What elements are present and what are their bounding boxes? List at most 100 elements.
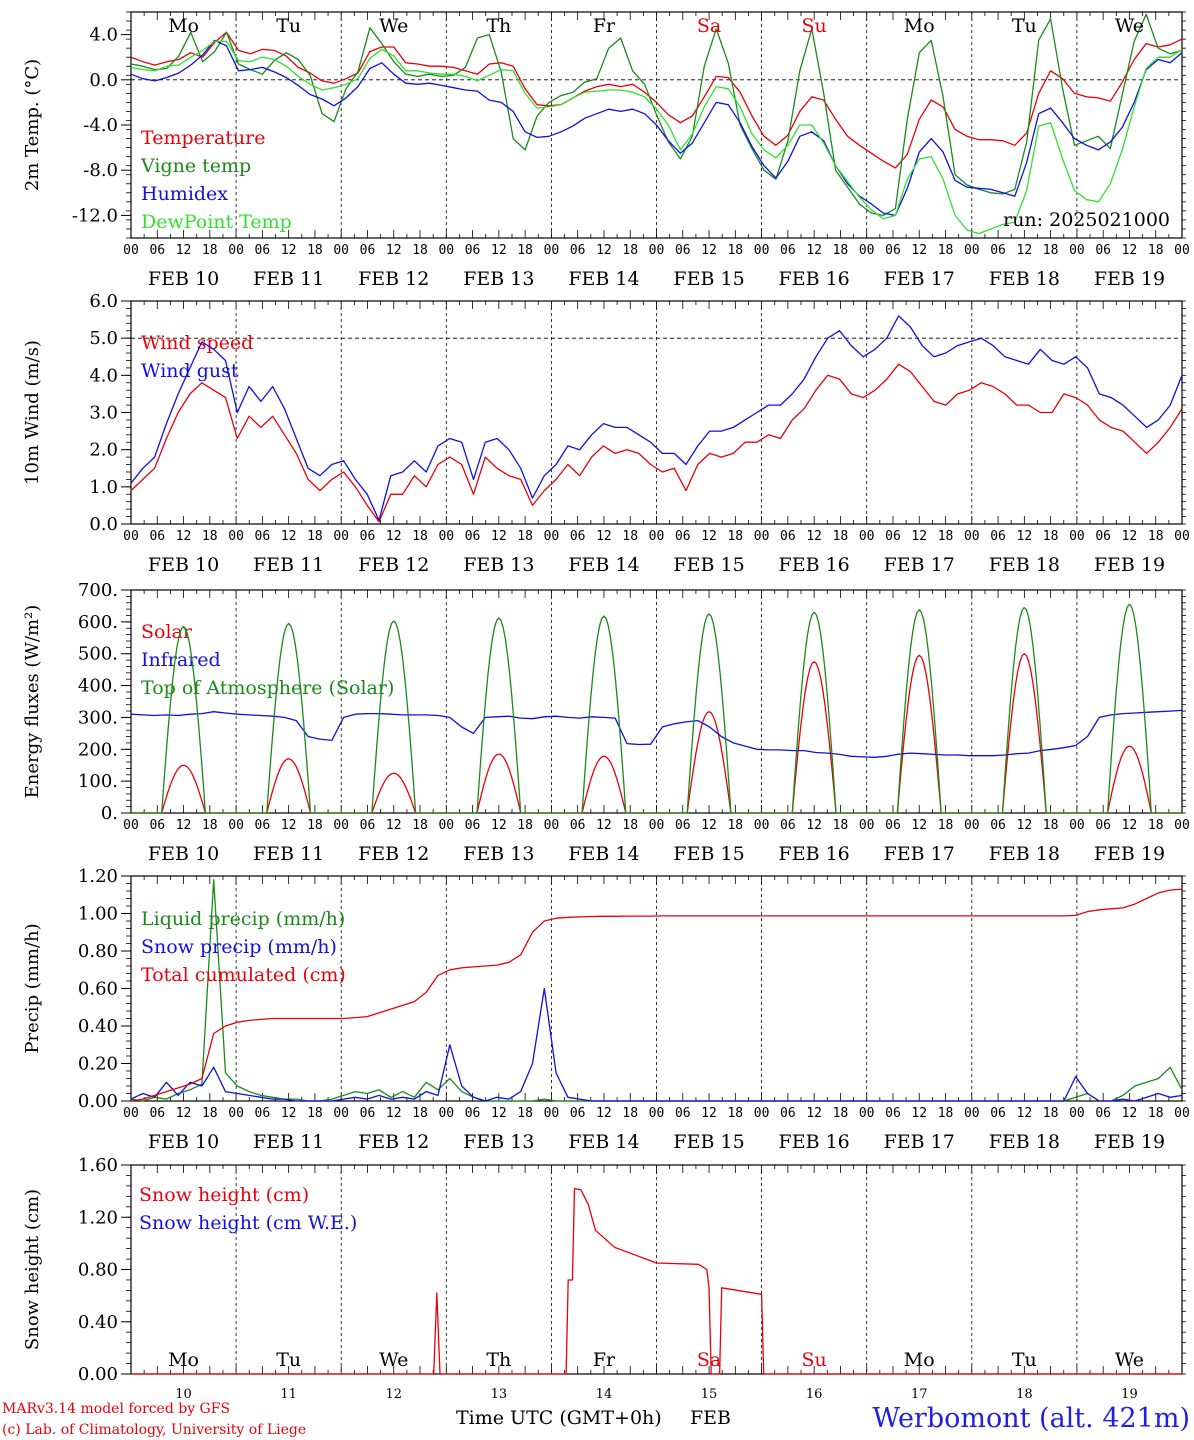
x-hour-label: 12 — [806, 1106, 822, 1121]
day-number-label: 10 — [175, 1387, 192, 1402]
x-date-label: FEB 18 — [989, 554, 1060, 576]
x-hour-label: 00 — [333, 243, 349, 258]
x-hour-label: 06 — [990, 1106, 1006, 1121]
x-hour-label: 00 — [649, 818, 665, 833]
x-hour-label: 00 — [754, 1106, 770, 1121]
x-hour-label: 12 — [806, 818, 822, 833]
x-hour-label: 12 — [911, 243, 927, 258]
x-hour-label: 12 — [176, 529, 192, 544]
y-tick-label: 6.0 — [89, 291, 118, 312]
x-date-label: FEB 11 — [253, 554, 324, 576]
x-date-label: FEB 17 — [884, 554, 955, 576]
x-hour-label: 18 — [1043, 818, 1059, 833]
x-hour-label: 06 — [885, 529, 901, 544]
x-hour-label: 12 — [911, 1106, 927, 1121]
x-hour-label: 12 — [701, 1106, 717, 1121]
x-hour-label: 12 — [701, 529, 717, 544]
x-hour-label: 18 — [517, 818, 533, 833]
x-hour-label: 12 — [1017, 818, 1033, 833]
x-hour-label: 12 — [281, 243, 297, 258]
x-date-label: FEB 13 — [463, 1131, 534, 1153]
weekday-label: Fr — [593, 1349, 616, 1371]
series-line-dewpoint-temp — [130, 40, 1183, 235]
legend-entry: DewPoint Temp — [141, 211, 292, 233]
x-hour-label: 06 — [780, 243, 796, 258]
x-date-label: FEB 19 — [1094, 843, 1165, 865]
x-hour-label: 00 — [1174, 529, 1190, 544]
x-date-label: FEB 14 — [568, 268, 639, 290]
x-date-label: FEB 16 — [779, 268, 850, 290]
x-hour-label: 00 — [1069, 243, 1085, 258]
legend-entry: Wind gust — [141, 360, 239, 382]
x-hour-label: 06 — [1095, 1106, 1111, 1121]
weekday-label: We — [379, 1349, 408, 1371]
x-hour-label: 18 — [938, 243, 954, 258]
x-hour-label: 18 — [412, 818, 428, 833]
run-label: run: 2025021000 — [1003, 209, 1170, 231]
x-hour-label: 18 — [202, 529, 218, 544]
x-hour-label: 18 — [938, 1106, 954, 1121]
x-hour-label: 12 — [491, 243, 507, 258]
legend-entry: Snow precip (mm/h) — [141, 936, 337, 958]
x-hour-label: 12 — [1017, 529, 1033, 544]
y-tick-label: 0.0 — [89, 70, 118, 91]
x-date-label: FEB 12 — [358, 554, 429, 576]
x-hour-label: 06 — [675, 529, 691, 544]
x-hour-label: 00 — [859, 243, 875, 258]
x-hour-label: 00 — [544, 243, 560, 258]
y-tick-label: 0.40 — [78, 1312, 118, 1333]
x-hour-label: 00 — [964, 243, 980, 258]
x-hour-label: 06 — [465, 243, 481, 258]
x-hour-label: 18 — [412, 243, 428, 258]
x-date-label: FEB 15 — [673, 1131, 744, 1153]
x-hour-label: 00 — [438, 529, 454, 544]
x-date-label: FEB 10 — [148, 554, 219, 576]
x-date-label: FEB 10 — [148, 843, 219, 865]
legend-entry: Wind speed — [141, 332, 253, 354]
x-date-label: FEB 13 — [463, 268, 534, 290]
x-hour-label: 06 — [465, 818, 481, 833]
legend-entry: Infrared — [141, 649, 221, 671]
weekday-label: Tu — [1012, 1349, 1037, 1371]
y-tick-label: 0.20 — [78, 1054, 118, 1075]
x-hour-label: 00 — [754, 818, 770, 833]
x-hour-label: 18 — [517, 529, 533, 544]
x-hour-label: 00 — [1069, 529, 1085, 544]
x-hour-label: 00 — [228, 243, 244, 258]
x-hour-label: 00 — [1174, 243, 1190, 258]
x-date-label: FEB 16 — [779, 1131, 850, 1153]
weekday-label: Su — [802, 15, 827, 37]
x-hour-label: 06 — [1095, 243, 1111, 258]
panel-energy: 0. 100. 200. 300. 400. 500. 600. 700. Energy flu… — [22, 580, 1190, 865]
x-date-label: FEB 12 — [358, 268, 429, 290]
x-hour-label: 06 — [570, 1106, 586, 1121]
x-hour-label: 00 — [964, 818, 980, 833]
y-tick-label: 3.0 — [89, 403, 118, 424]
x-date-label: FEB 19 — [1094, 1131, 1165, 1153]
day-number-label: 18 — [1016, 1387, 1033, 1402]
day-number-label: 17 — [911, 1387, 928, 1402]
y-tick-label: 2.0 — [89, 440, 118, 461]
x-hour-label: 12 — [596, 1106, 612, 1121]
x-hour-label: 12 — [1122, 529, 1138, 544]
x-hour-label: 00 — [228, 818, 244, 833]
y-tick-label: -4.0 — [83, 115, 118, 136]
x-hour-label: 18 — [307, 243, 323, 258]
y-tick-label: 0.00 — [78, 1091, 118, 1112]
x-hour-label: 12 — [386, 818, 402, 833]
x-hour-label: 06 — [360, 243, 376, 258]
x-date-label: FEB 17 — [884, 268, 955, 290]
x-date-label: FEB 17 — [884, 843, 955, 865]
x-hour-label: 06 — [780, 1106, 796, 1121]
x-hour-label: 06 — [1095, 818, 1111, 833]
y-tick-label: 200. — [78, 739, 118, 760]
x-date-label: FEB 13 — [463, 843, 534, 865]
weekday-label: Mo — [168, 15, 199, 37]
x-hour-label: 06 — [149, 529, 165, 544]
x-hour-label: 06 — [149, 818, 165, 833]
x-hour-label: 18 — [622, 818, 638, 833]
day-number-label: 15 — [701, 1387, 718, 1402]
y-tick-label: 1.00 — [78, 904, 118, 925]
x-hour-label: 18 — [833, 1106, 849, 1121]
